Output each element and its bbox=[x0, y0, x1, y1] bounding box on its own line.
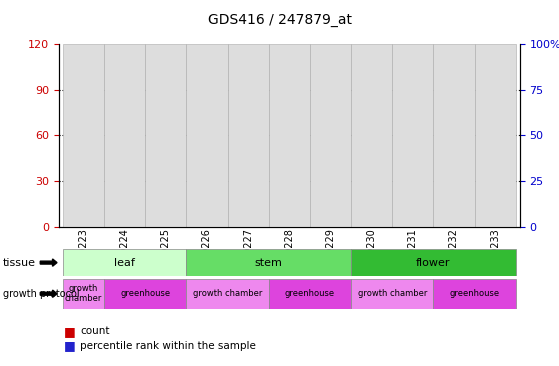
Bar bbox=[325, 168, 335, 227]
Bar bbox=[145, 44, 186, 227]
Bar bbox=[351, 279, 433, 309]
Bar bbox=[319, 79, 342, 227]
Bar bbox=[269, 44, 310, 227]
Bar bbox=[278, 219, 301, 227]
Text: greenhouse: greenhouse bbox=[449, 289, 500, 298]
Text: growth protocol: growth protocol bbox=[3, 289, 79, 299]
Bar bbox=[63, 279, 104, 309]
Bar bbox=[408, 209, 418, 227]
Text: greenhouse: greenhouse bbox=[285, 289, 335, 298]
Bar bbox=[196, 94, 218, 227]
Text: stem: stem bbox=[255, 258, 283, 268]
Text: ■: ■ bbox=[64, 325, 80, 338]
Bar bbox=[284, 220, 295, 227]
Text: flower: flower bbox=[416, 258, 451, 268]
Bar bbox=[351, 44, 392, 227]
Bar bbox=[401, 198, 424, 227]
Text: growth chamber: growth chamber bbox=[358, 289, 427, 298]
Text: leaf: leaf bbox=[114, 258, 135, 268]
Bar bbox=[63, 250, 186, 276]
Bar bbox=[443, 216, 465, 227]
Text: tissue: tissue bbox=[3, 258, 36, 268]
Bar bbox=[186, 250, 351, 276]
Text: ■: ■ bbox=[64, 339, 80, 352]
Text: growth chamber: growth chamber bbox=[193, 289, 262, 298]
Bar bbox=[113, 134, 136, 227]
Bar bbox=[120, 179, 130, 227]
Bar bbox=[433, 44, 475, 227]
Bar bbox=[186, 44, 228, 227]
Bar bbox=[490, 212, 500, 227]
Bar bbox=[160, 181, 171, 227]
Bar bbox=[484, 207, 506, 227]
Text: growth
chamber: growth chamber bbox=[65, 284, 102, 303]
Bar bbox=[104, 279, 186, 309]
Text: count: count bbox=[80, 326, 110, 336]
Bar bbox=[475, 44, 516, 227]
Text: GDS416 / 247879_at: GDS416 / 247879_at bbox=[207, 13, 352, 27]
Bar bbox=[392, 44, 433, 227]
Text: greenhouse: greenhouse bbox=[120, 289, 170, 298]
Bar bbox=[228, 44, 269, 227]
Bar bbox=[351, 250, 516, 276]
Bar bbox=[269, 279, 351, 309]
Bar bbox=[449, 216, 459, 227]
Bar bbox=[433, 279, 516, 309]
Bar bbox=[154, 138, 177, 227]
Text: percentile rank within the sample: percentile rank within the sample bbox=[80, 341, 256, 351]
Bar bbox=[243, 172, 253, 227]
Bar bbox=[367, 209, 377, 227]
Bar bbox=[202, 174, 212, 227]
Bar bbox=[104, 44, 145, 227]
Bar bbox=[78, 178, 88, 227]
Bar bbox=[361, 197, 383, 227]
Bar bbox=[237, 85, 259, 227]
Bar bbox=[186, 279, 269, 309]
Bar bbox=[310, 44, 351, 227]
Bar bbox=[72, 122, 94, 227]
Bar bbox=[63, 44, 104, 227]
